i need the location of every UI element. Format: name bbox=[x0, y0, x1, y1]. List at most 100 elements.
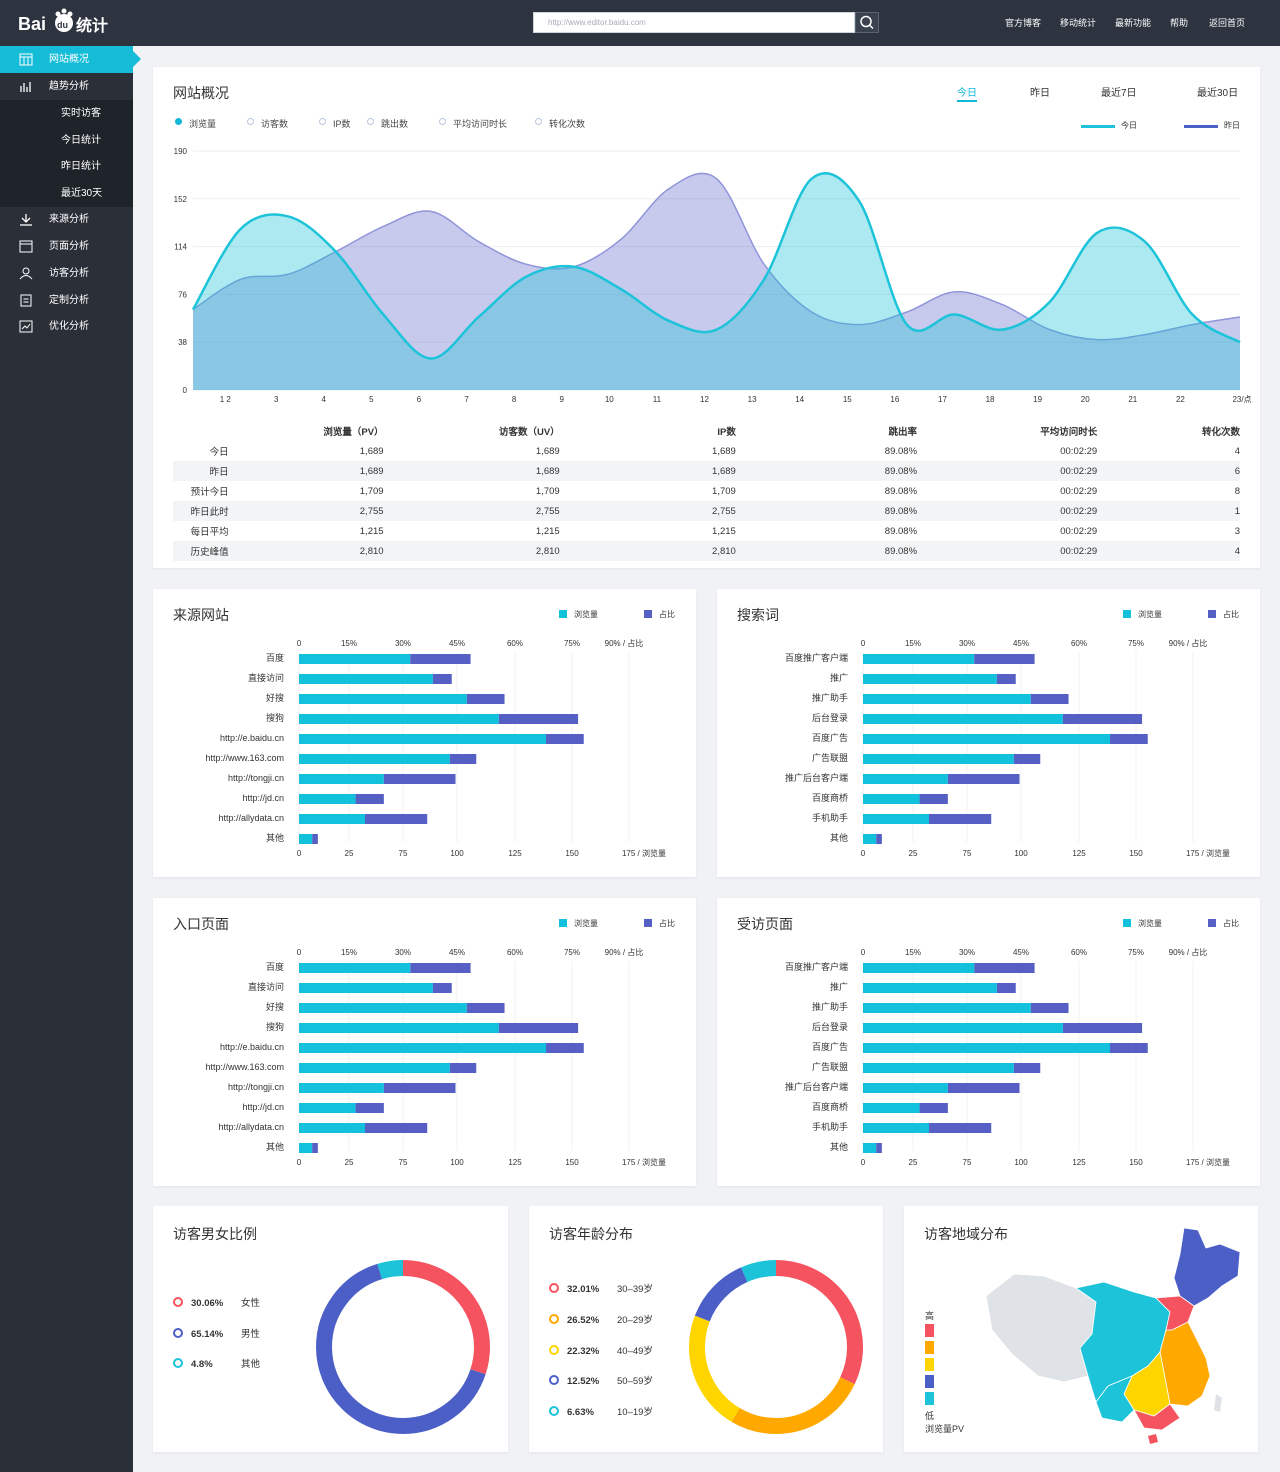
category-label: http://tongji.cn bbox=[228, 773, 284, 783]
sidebar-subitem-last30[interactable]: 最近30天 bbox=[61, 188, 103, 199]
sidebar-item-overview[interactable]: 网站概况 bbox=[0, 46, 141, 73]
radio-icon bbox=[175, 118, 182, 125]
search-words-bar-chart: 0 0 15% 25 30% 75 45% 100 60% 125 75% 150 90% / 占比 17… bbox=[785, 638, 1230, 858]
sidebar-item-optimize[interactable]: 优化分析 bbox=[0, 313, 133, 340]
y-tick-label: 190 bbox=[174, 147, 188, 156]
bar-pv bbox=[299, 1003, 467, 1013]
bar-ratio bbox=[1030, 1003, 1069, 1013]
table-row: 历史峰值 2,810 2,810 2,810 89.08% 00:02:29 4 bbox=[173, 541, 1240, 561]
nav-help[interactable]: 帮助 bbox=[1170, 18, 1189, 28]
metric-pv[interactable]: 浏览量 bbox=[175, 117, 216, 130]
bottom-tick-label: 125 bbox=[1072, 1158, 1086, 1167]
radio-icon bbox=[535, 118, 542, 125]
tab-today[interactable]: 今日 bbox=[957, 84, 977, 102]
tab-last7[interactable]: 最近7日 bbox=[1101, 88, 1137, 99]
age-title: 访客年龄分布 bbox=[549, 1226, 633, 1242]
nav-mobile[interactable]: 移动统计 bbox=[1060, 18, 1097, 28]
radio-icon bbox=[439, 118, 446, 125]
category-label: 推广 bbox=[830, 672, 848, 683]
sidebar-item-trend[interactable]: 趋势分析 bbox=[0, 73, 133, 100]
bar-pv bbox=[863, 1043, 1111, 1053]
table-cell: 1,709 bbox=[712, 485, 736, 497]
top-tick-label: 0 bbox=[861, 948, 866, 957]
top-tick-label: 90% / 占比 bbox=[1169, 638, 1208, 648]
tab-yesterday[interactable]: 昨日 bbox=[1030, 88, 1050, 99]
legend-ratio-swatch bbox=[644, 610, 652, 618]
bar-pv bbox=[299, 794, 356, 804]
age-legend-10-19: 6.63% 10–19岁 bbox=[549, 1404, 653, 1418]
circle-icon bbox=[549, 1345, 559, 1355]
overview-card: 网站概况 今日 昨日 最近7日 最近30日 浏览量 访客数 IP数 跳出数 平均… bbox=[153, 67, 1260, 568]
sidebar-item-visitors[interactable]: 访客分析 bbox=[0, 260, 133, 287]
bottom-tick-label: 100 bbox=[1014, 1158, 1028, 1167]
region-scale-5 bbox=[925, 1392, 934, 1405]
category-label: 好搜 bbox=[266, 692, 284, 703]
age-legend-30-39: 32.01% 30–39岁 bbox=[549, 1281, 653, 1295]
bar-ratio bbox=[1062, 714, 1143, 724]
series-today-line bbox=[191, 172, 1241, 360]
table-cell: 1,689 bbox=[559, 461, 736, 481]
donut-slice bbox=[316, 1260, 490, 1434]
metric-bounce[interactable]: 跳出数 bbox=[367, 117, 408, 130]
table-cell: 00:02:29 bbox=[1060, 445, 1098, 457]
sidebar-item-pages[interactable]: 页面分析 bbox=[0, 233, 133, 260]
category-label: 直接访问 bbox=[248, 981, 284, 992]
sidebar-subitem-today[interactable]: 今日统计 bbox=[61, 135, 101, 146]
search-input[interactable]: http://www.editor.baidu.com bbox=[533, 12, 855, 33]
bottom-tick-label: 100 bbox=[450, 849, 464, 858]
bottom-tick-label: 75 bbox=[399, 849, 408, 858]
category-label: 好搜 bbox=[266, 1001, 284, 1012]
entry-pages-bar-chart: 0 0 15% 25 30% 75 45% 100 60% 125 75% 150 90% / 占比 17… bbox=[205, 947, 666, 1167]
entry-pages-card: 入口页面 浏览量 占比 0 0 15% 25 30% 75 45% 100 60% 125 75% 1… bbox=[153, 898, 696, 1186]
radio-icon bbox=[367, 118, 374, 125]
tab-last30[interactable]: 最近30日 bbox=[1197, 88, 1239, 99]
x-tick-label: 1 bbox=[220, 395, 225, 404]
bottom-tick-label: 75 bbox=[399, 1158, 408, 1167]
metric-avg-duration[interactable]: 平均访问时长 bbox=[439, 117, 507, 130]
legend-pv-swatch bbox=[1123, 610, 1131, 618]
donut-slice bbox=[689, 1260, 863, 1434]
circle-icon bbox=[173, 1328, 183, 1338]
bar-ratio bbox=[1013, 1063, 1041, 1073]
bottom-tick-label: 25 bbox=[345, 849, 354, 858]
region-legend-unit: 浏览量PV bbox=[925, 1424, 965, 1434]
search-button[interactable] bbox=[855, 12, 879, 33]
sidebar-item-custom[interactable]: 定制分析 bbox=[0, 287, 133, 314]
legend-yesterday: 昨日 bbox=[1224, 121, 1240, 130]
bar-chart-icon bbox=[20, 82, 31, 92]
table-cell: 每日平均 bbox=[190, 527, 229, 538]
metric-label: 访客数 bbox=[261, 119, 289, 129]
top-tick-label: 75% bbox=[564, 948, 580, 957]
sidebar-subitem-yesterday[interactable]: 昨日统计 bbox=[61, 161, 101, 172]
bar-pv bbox=[299, 1063, 450, 1073]
metric-uv[interactable]: 访客数 bbox=[247, 117, 289, 130]
sidebar-item-label: 访客分析 bbox=[49, 268, 89, 279]
table-cell: 1,689 bbox=[359, 445, 384, 457]
bar-pv bbox=[863, 714, 1063, 724]
series-yesterday-line bbox=[192, 172, 1241, 341]
category-label: 广告联盟 bbox=[812, 1061, 848, 1072]
table-cell: 昨日此时 bbox=[173, 501, 229, 521]
category-label: 推广后台客户端 bbox=[785, 1081, 848, 1092]
nav-blog[interactable]: 官方博客 bbox=[1005, 18, 1042, 28]
metric-conversion[interactable]: 转化次数 bbox=[535, 117, 585, 130]
metric-ip[interactable]: IP数 bbox=[319, 117, 351, 130]
category-label: 搜狗 bbox=[266, 712, 284, 723]
circle-icon bbox=[549, 1283, 559, 1293]
table-cell: 今日 bbox=[209, 447, 229, 458]
table-row: 每日平均 1,215 1,215 1,215 89.08% 00:02:29 3 bbox=[173, 521, 1240, 541]
sidebar-item-source[interactable]: 来源分析 bbox=[0, 206, 133, 233]
bottom-tick-label: 150 bbox=[565, 849, 579, 858]
sidebar-subitem-realtime[interactable]: 实时访客 bbox=[61, 108, 101, 119]
visited-pages-title: 受访页面 bbox=[737, 916, 793, 932]
bar-ratio bbox=[410, 963, 471, 973]
y-tick-label: 38 bbox=[178, 338, 187, 347]
nav-new-features[interactable]: 最新功能 bbox=[1115, 18, 1152, 28]
region-card: 访客地域分布 高 低 浏览量PV bbox=[904, 1206, 1258, 1452]
bottom-tick-label: 25 bbox=[345, 1158, 354, 1167]
table-cell: 6 bbox=[1097, 461, 1240, 481]
baidu-logo[interactable]: Bai du 统计 bbox=[18, 8, 114, 38]
nav-home[interactable]: 返回首页 bbox=[1209, 18, 1246, 28]
category-label: 百度推广客户端 bbox=[785, 961, 848, 972]
china-map bbox=[985, 1227, 1241, 1444]
